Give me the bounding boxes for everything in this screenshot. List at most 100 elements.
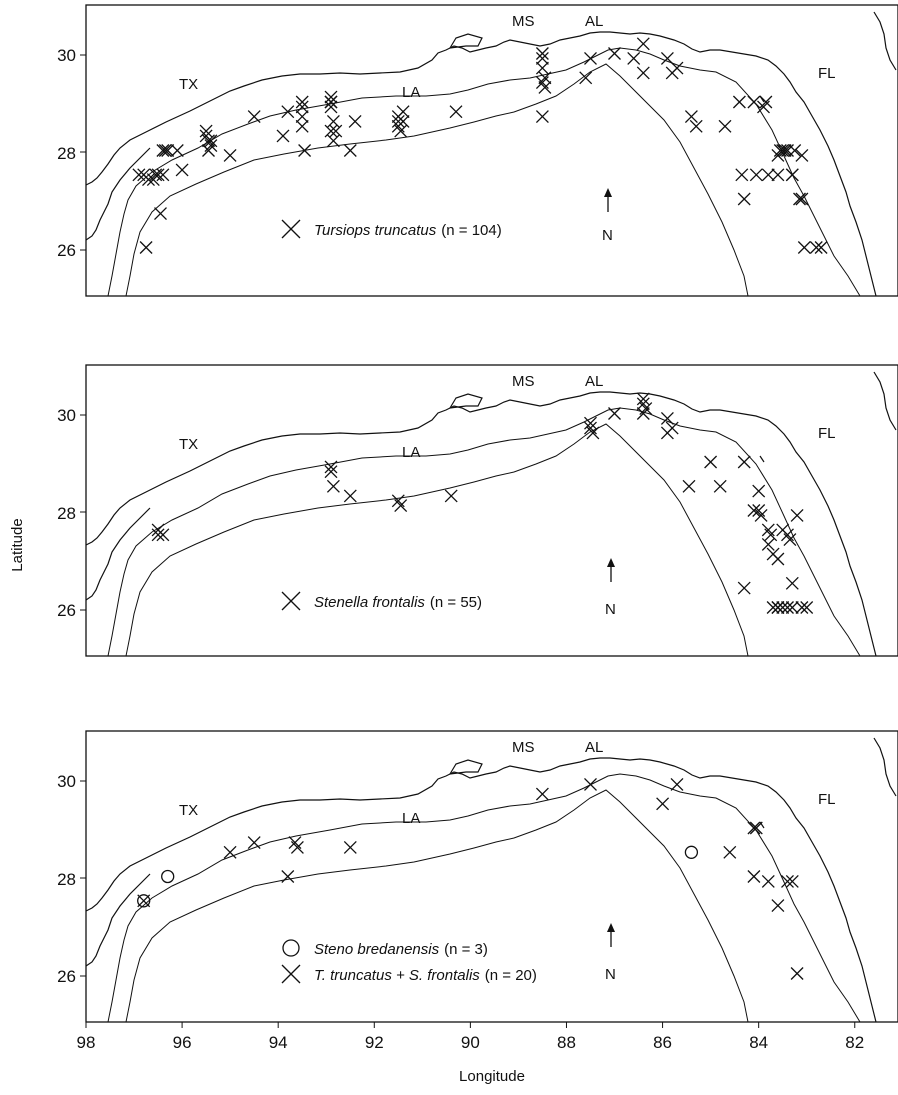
legend-cross-marker [281,219,301,239]
sighting-cross-marker [247,109,261,124]
sighting-cross-marker [538,80,552,95]
north-label: N [605,601,616,618]
coastline-map [85,11,897,297]
legend-entry-tursiops: Tursiops truncatus (n = 104) [314,222,502,239]
legend: Steno bredanensis (n = 3) T. truncatus + … [281,939,537,984]
sighting-cross-marker [538,71,552,85]
y-axis-label: Latitude [9,518,26,571]
sighting-cross-marker [759,95,773,109]
sighting-cross-marker [170,143,184,158]
sighting-cross-marker [326,134,341,148]
sighting-cross-marker [764,528,778,542]
sighting-cross-marker [795,148,809,163]
sighting-cross-marker [636,37,650,51]
sighting-cross-marker [444,489,458,503]
sighting-cross-marker [771,552,785,566]
sighting-cross-marker [670,61,684,75]
panel-frame [85,4,898,297]
sighting-cross-marker [394,498,408,513]
legend-species-name: Stenella frontalis [314,594,425,611]
state-label-ms: MS [512,373,535,390]
state-label-la: LA [402,84,420,101]
sighting-circle-marker [684,845,699,859]
sighting-cross-marker [295,109,309,124]
state-label-fl: FL [818,65,836,82]
sighting-cross-marker [348,114,362,129]
sighting-cross-marker [735,168,749,182]
sighting-cross-marker [737,192,751,206]
sighting-cross-marker [749,168,763,182]
sighting-cross-marker [713,479,727,493]
map-panel-combined: 30 28 26 TX LA MS AL FL N Steno bredanen… [57,730,898,1052]
sighting-cross-marker [391,494,405,508]
state-label-tx: TX [179,76,198,93]
sighting-cross-marker [297,143,312,158]
sighting-cross-marker [771,168,785,182]
state-label-la: LA [402,810,420,827]
x-tick-label: 96 [173,1033,192,1052]
legend-entry-combined: T. truncatus + S. frontalis (n = 20) [314,967,537,984]
x-tick-label: 90 [461,1033,480,1052]
sighting-cross-marker [780,528,795,542]
sighting-cross-marker [761,523,775,537]
sighting-cross-marker [535,109,550,124]
sighting-cross-marker [535,787,550,801]
sighting-cross-marker [790,508,804,523]
sighting-cross-marker [326,479,341,493]
north-arrow: N [605,558,616,618]
north-label: N [605,966,616,983]
legend-entry-steno: Steno bredanensis (n = 3) [314,941,488,958]
sighting-cross-marker [797,240,811,255]
north-arrow: N [605,923,616,983]
sighting-cross-marker [281,105,295,119]
legend-count: (n = 3) [444,941,488,958]
state-label-fl: FL [818,791,836,808]
sighting-cross-marker [761,168,775,182]
legend-circle-marker [282,939,300,957]
legend-cross-marker [281,591,301,611]
sighting-cross-marker [153,206,168,221]
sighting-cross-marker [201,143,216,158]
legend-count: (n = 55) [430,594,482,611]
sighting-cross-marker [754,508,768,523]
legend-species-name: Steno bredanensis [314,941,440,958]
sighting-cross-marker [583,51,598,66]
sighting-cross-marker [732,95,747,109]
legend-species-name: T. truncatus + S. frontalis [314,967,480,984]
sighting-cross-marker [682,479,696,493]
legend-species-name: Tursiops truncatus [314,222,437,239]
y-tick-label: 30 [57,772,76,791]
legend-count: (n = 104) [441,222,501,239]
y-tick-label: 28 [57,504,76,523]
x-tick-label: 98 [77,1033,96,1052]
panel-frame [85,730,898,1023]
map-panel-stenella: 30 28 26 TX LA MS AL FL N Stenella front… [57,364,898,657]
sighting-cross-marker [394,124,408,138]
x-axis-label: Longitude [459,1068,525,1085]
state-label-al: AL [585,13,603,30]
sightings-layer [151,392,814,615]
sighting-cross-marker [276,129,290,143]
sighting-cross-marker [771,898,785,913]
sighting-cross-marker [535,75,550,90]
y-tick-label: 30 [57,46,76,65]
sighting-cross-marker [747,821,761,835]
sighting-cross-marker [723,845,737,859]
sighting-cross-marker [718,119,732,133]
state-label-ms: MS [512,739,535,756]
sighting-cross-marker [792,192,807,206]
x-tick-label: 88 [557,1033,576,1052]
sighting-cross-marker [783,532,797,547]
sighting-cross-marker [703,455,718,469]
y-tick-label: 30 [57,406,76,425]
sighting-cross-marker [158,143,172,158]
sighting-cross-marker [627,51,641,66]
legend-cross-marker [281,964,301,984]
sighting-cross-marker [790,966,804,981]
state-label-al: AL [585,739,603,756]
map-panel-tursiops: 30 28 26 TX LA MS AL FL N Tursiops trunc… [57,4,898,297]
y-tick-label: 26 [57,967,76,986]
sighting-cross-marker [247,835,261,850]
y-tick-label: 26 [57,241,76,260]
